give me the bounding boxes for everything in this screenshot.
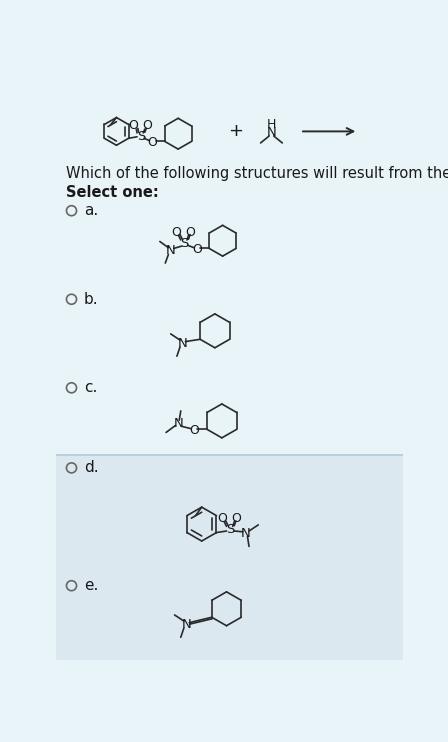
Bar bbox=[56, 455, 403, 660]
Text: e.: e. bbox=[84, 578, 98, 593]
Text: c.: c. bbox=[84, 381, 97, 395]
Text: O: O bbox=[189, 424, 199, 438]
Text: O: O bbox=[192, 243, 202, 257]
Text: O: O bbox=[171, 226, 181, 239]
Text: S: S bbox=[137, 130, 145, 142]
Text: N: N bbox=[181, 617, 191, 631]
Text: O: O bbox=[185, 226, 195, 239]
Text: H: H bbox=[267, 118, 276, 131]
Text: Which of the following structures will result from the reaction above?: Which of the following structures will r… bbox=[66, 166, 448, 181]
Text: O: O bbox=[128, 119, 138, 132]
Text: N: N bbox=[166, 244, 176, 257]
Text: S: S bbox=[226, 523, 235, 536]
Text: +: + bbox=[228, 122, 243, 140]
Text: N: N bbox=[173, 418, 183, 430]
Text: b.: b. bbox=[84, 292, 99, 306]
Text: O: O bbox=[231, 512, 241, 525]
Text: Select one:: Select one: bbox=[66, 186, 159, 200]
Text: O: O bbox=[148, 137, 158, 149]
Text: N: N bbox=[177, 337, 187, 349]
Text: N: N bbox=[267, 126, 276, 139]
Text: O: O bbox=[142, 119, 152, 132]
Text: a.: a. bbox=[84, 203, 98, 218]
Text: O: O bbox=[217, 512, 227, 525]
Text: N: N bbox=[241, 527, 251, 540]
Text: d.: d. bbox=[84, 460, 99, 476]
Text: S: S bbox=[181, 237, 189, 249]
